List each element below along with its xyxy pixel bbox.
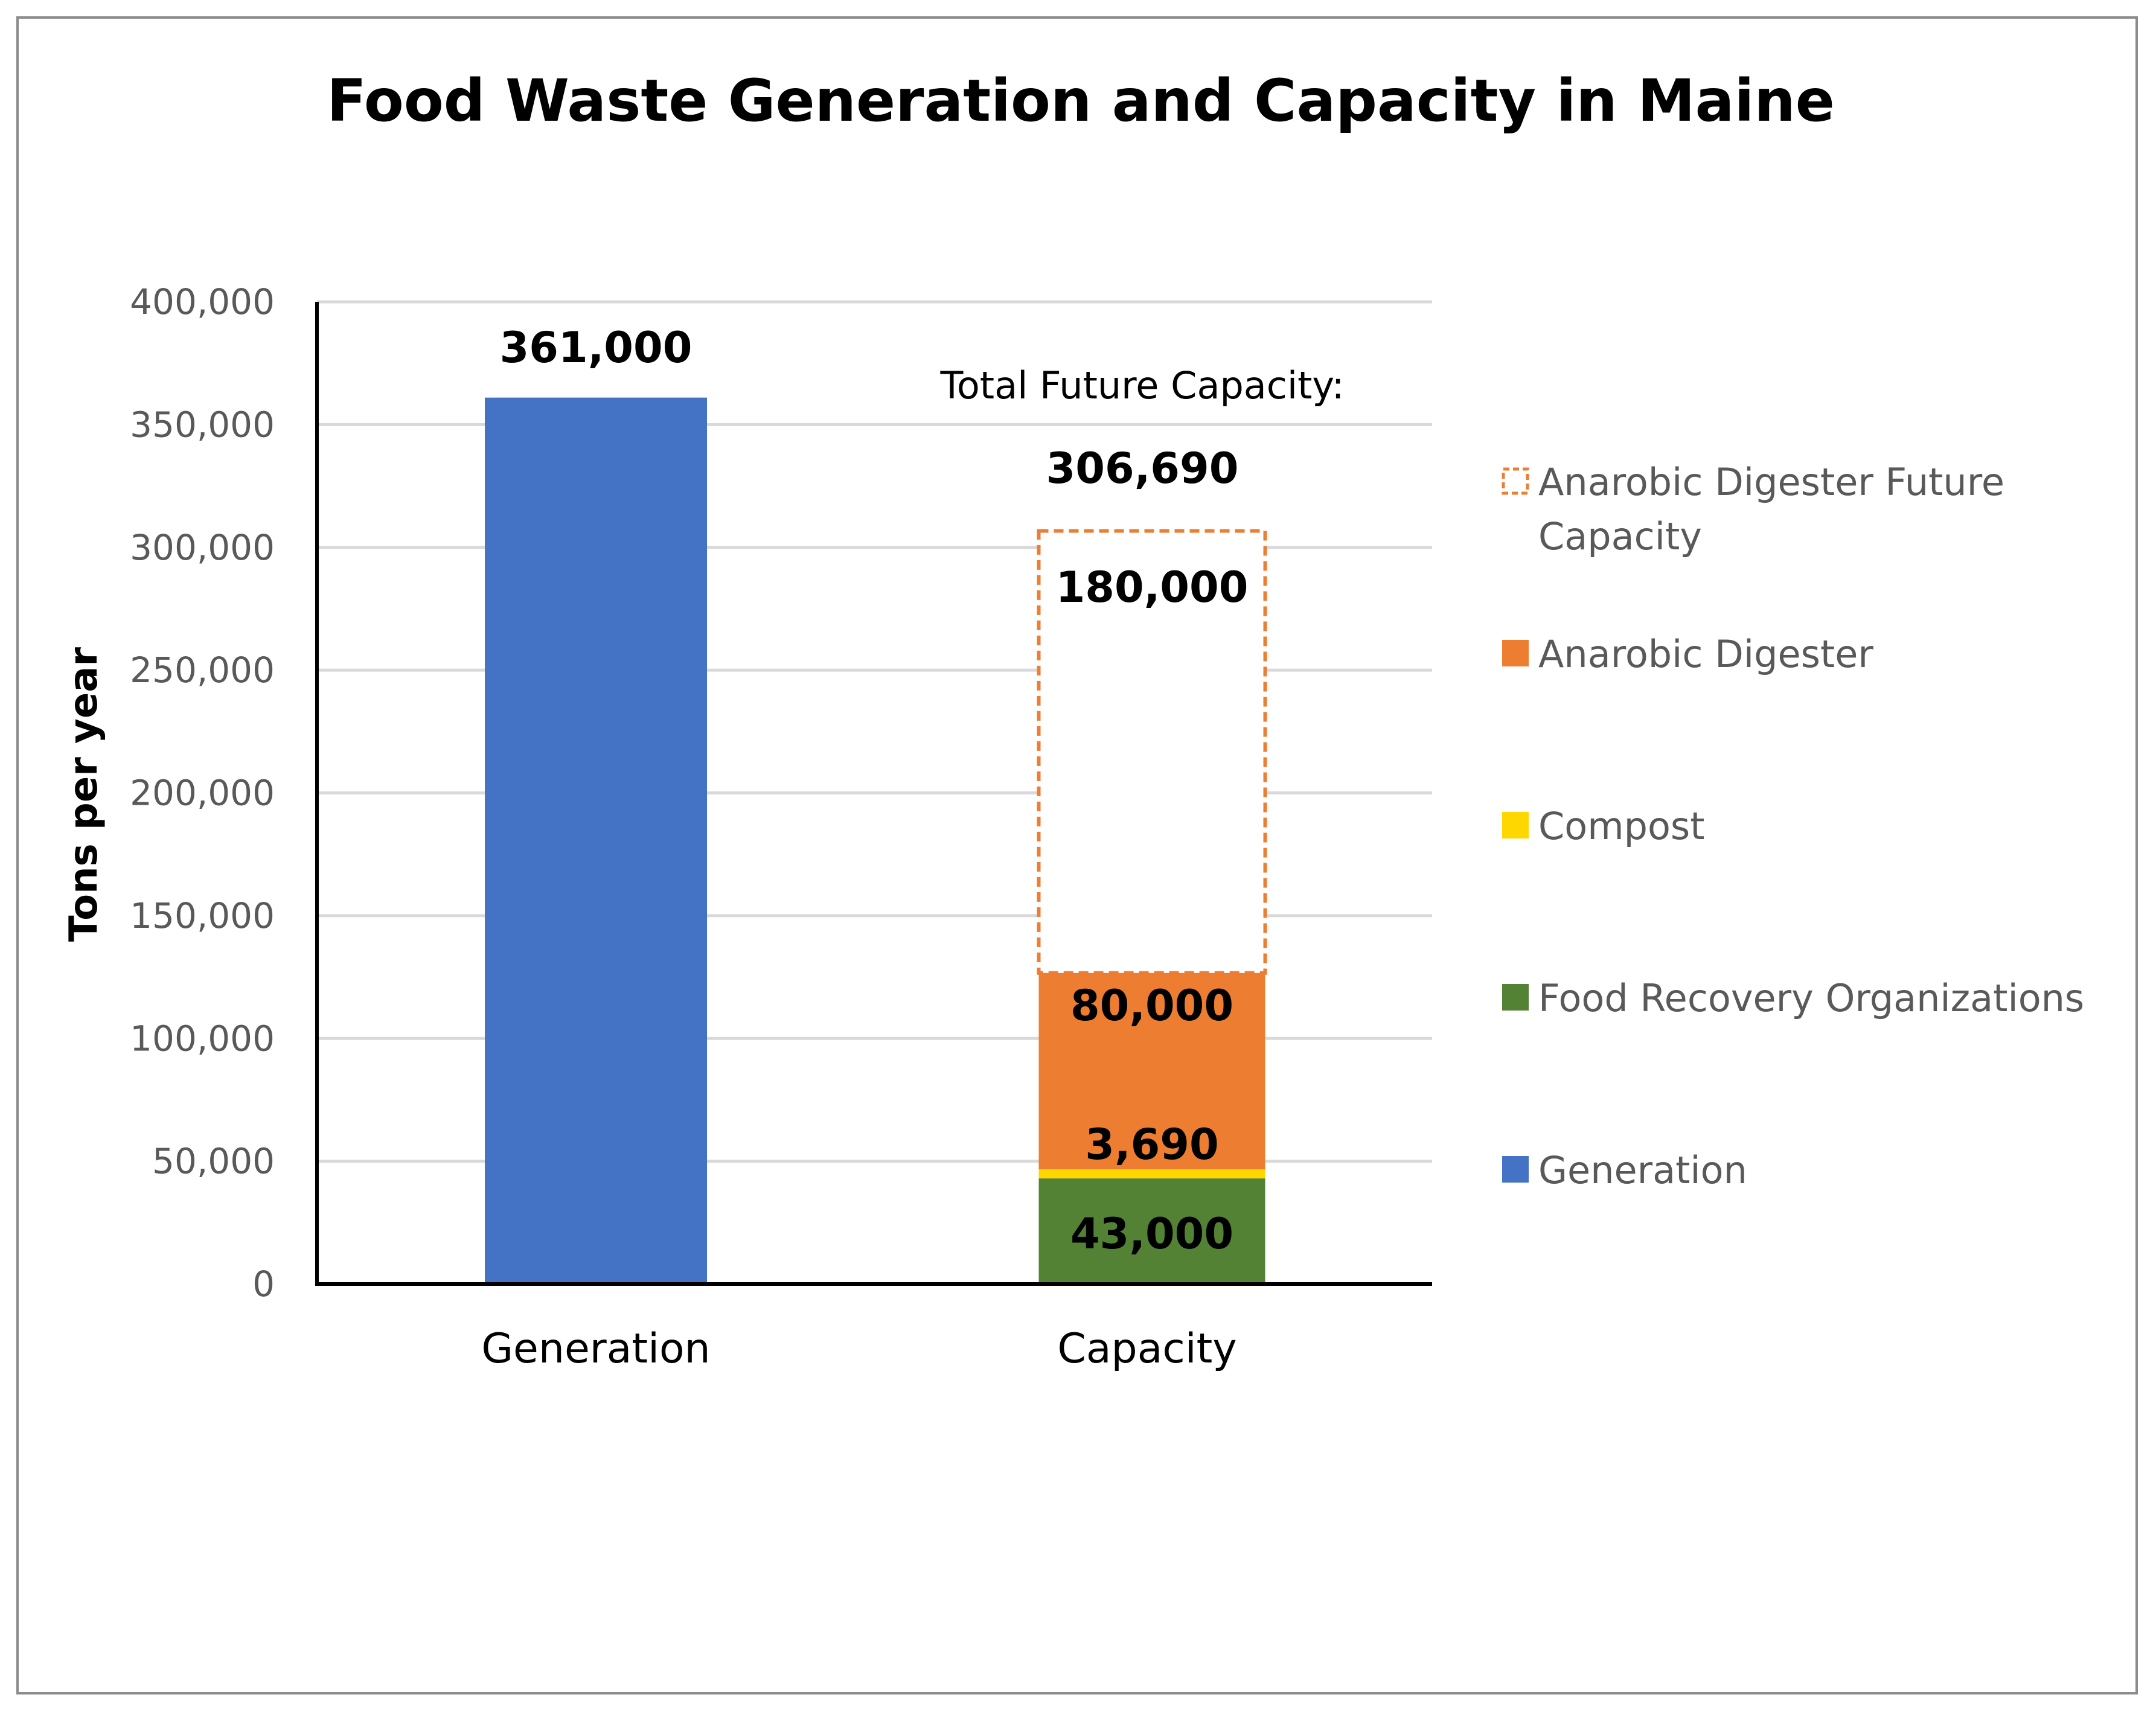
legend-label: Anarobic Digester Future (1538, 460, 2004, 504)
legend-swatch (1502, 467, 1529, 495)
y-tick-label: 50,000 (152, 1141, 275, 1182)
y-tick-label: 350,000 (130, 404, 275, 445)
legend-label: Compost (1538, 804, 1705, 848)
data-label: 43,000 (1070, 1209, 1233, 1259)
y-tick-label: 250,000 (130, 650, 275, 691)
x-category-label: Capacity (1057, 1325, 1236, 1373)
data-label: 361,000 (500, 323, 693, 372)
axes (315, 302, 1432, 1286)
legend-swatch (1502, 640, 1529, 666)
data-label: 3,690 (1085, 1120, 1218, 1169)
data-labels: 361,000 43,000 3,690 80,000 180,000 (500, 323, 1249, 1259)
legend-label: Generation (1538, 1148, 1747, 1192)
legend-item: Anarobic Digester Future Capacity (1502, 460, 2004, 558)
legend-item: Generation (1502, 1148, 1747, 1192)
data-label: 180,000 (1056, 563, 1249, 612)
bars (485, 397, 1267, 1284)
y-tick-label: 150,000 (130, 895, 275, 936)
y-tick-labels: 0 50,000 100,000 150,000 200,000 250,000 300,0… (130, 281, 275, 1305)
y-tick-label: 300,000 (130, 527, 275, 568)
legend: Anarobic Digester FutureCapacityAnarobic… (1502, 460, 2084, 1192)
y-tick-label: 100,000 (130, 1018, 275, 1059)
future-capacity-total-label: 306,690 (1046, 444, 1239, 493)
y-tick-label: 200,000 (130, 773, 275, 814)
legend-label: Anarobic Digester (1538, 632, 1873, 676)
y-axis-label: Tons per year (62, 647, 106, 942)
legend-label: Food Recovery Organizations (1538, 976, 2084, 1020)
legend-item: Compost (1502, 804, 1705, 848)
x-category-label: Generation (481, 1325, 710, 1373)
y-tick-label: 0 (252, 1263, 275, 1305)
bar-generation (485, 397, 707, 1284)
future-capacity-annotation: Total Future Capacity: (940, 363, 1345, 407)
bar-food-recovery-organizations (1038, 1178, 1265, 1284)
x-category-labels: Generation Capacity (481, 1325, 1236, 1373)
bar-anarobic-digester-future-capacity (1037, 529, 1267, 975)
legend-item: Anarobic Digester (1502, 632, 1873, 676)
bar-compost (1038, 1169, 1265, 1179)
legend-item: Food Recovery Organizations (1502, 976, 2084, 1020)
legend-swatch (1502, 812, 1529, 838)
bar-anarobic-digester (1038, 973, 1265, 1170)
y-tick-label: 400,000 (130, 281, 275, 322)
legend-label-continued: Capacity (1538, 514, 1702, 558)
chart-title: Food Waste Generation and Capacity in Ma… (327, 67, 1835, 135)
legend-swatch (1502, 984, 1529, 1011)
data-label: 80,000 (1070, 981, 1233, 1030)
legend-swatch (1502, 1156, 1529, 1183)
